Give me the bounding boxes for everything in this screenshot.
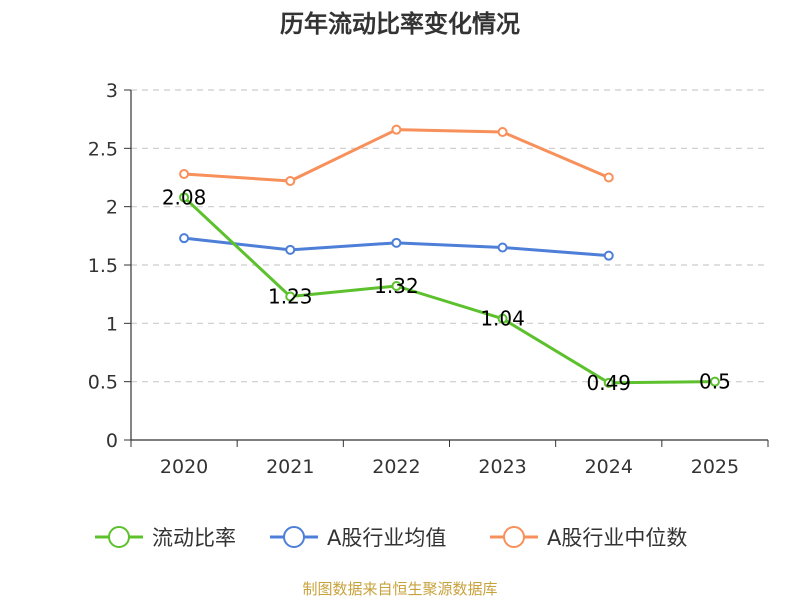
legend-marker [283, 526, 305, 548]
series-line [183, 196, 715, 385]
source-note: 制图数据来自恒生聚源数据库 [302, 580, 497, 598]
chart-title: 历年流动比率变化情况 [280, 10, 520, 38]
data-point[interactable] [603, 377, 614, 388]
data-point[interactable] [179, 192, 190, 203]
data-label: 1.23 [268, 285, 313, 309]
data-point[interactable] [497, 127, 508, 137]
x-tick-label: 2023 [478, 456, 526, 478]
series [179, 124, 720, 388]
y-tick-label: 0.5 [88, 372, 118, 394]
legend-label: A股行业均值 [327, 526, 446, 550]
series-line [183, 128, 610, 183]
legend-item[interactable]: A股行业中位数 [490, 526, 687, 550]
data-point[interactable] [391, 124, 402, 135]
axes: 0 0.5 1 1.5 2 2.5 3 2020 2021 2022 2023 2024 2025 [88, 80, 769, 478]
data-point[interactable] [179, 169, 190, 179]
data-point[interactable] [603, 172, 614, 183]
x-tick-label: 2020 [160, 456, 208, 478]
data-label: 0.49 [586, 371, 631, 395]
y-tick-label: 3 [106, 80, 118, 102]
data-label: 1.32 [374, 274, 419, 298]
y-tick-label: 1.5 [88, 255, 118, 277]
data-point[interactable] [497, 242, 508, 253]
x-tick-label: 2025 [691, 456, 739, 478]
data-point[interactable] [285, 244, 296, 255]
data-label: 0.5 [699, 370, 731, 394]
y-tick-label: 2.5 [88, 138, 118, 160]
legend-marker [503, 526, 525, 548]
x-tick-label: 2022 [372, 456, 420, 478]
y-tick-label: 2 [106, 197, 118, 219]
legend-item[interactable]: 流动比率 [95, 526, 236, 550]
y-tick-label: 1 [106, 313, 118, 335]
x-tick-label: 2024 [585, 456, 633, 478]
x-tick-label: 2021 [266, 456, 314, 478]
legend-label: A股行业中位数 [547, 526, 687, 550]
y-tick-label: 0 [106, 430, 118, 452]
data-point[interactable] [179, 233, 190, 244]
legend[interactable]: 流动比率 A股行业均值 A股行业中位数 [95, 526, 687, 550]
data-point[interactable] [603, 250, 614, 261]
legend-label: 流动比率 [152, 526, 236, 550]
data-label: 1.04 [480, 307, 525, 331]
data-point[interactable] [391, 237, 402, 248]
data-point[interactable] [391, 281, 402, 291]
legend-item[interactable]: A股行业均值 [270, 526, 446, 550]
data-labels: 2.08 1.23 1.32 1.04 0.49 0.5 [162, 185, 731, 395]
data-point[interactable] [285, 291, 296, 302]
data-label: 2.08 [162, 185, 207, 209]
data-point[interactable] [285, 176, 296, 186]
data-point[interactable] [497, 313, 508, 324]
legend-marker [108, 526, 130, 548]
data-point[interactable] [709, 376, 720, 387]
